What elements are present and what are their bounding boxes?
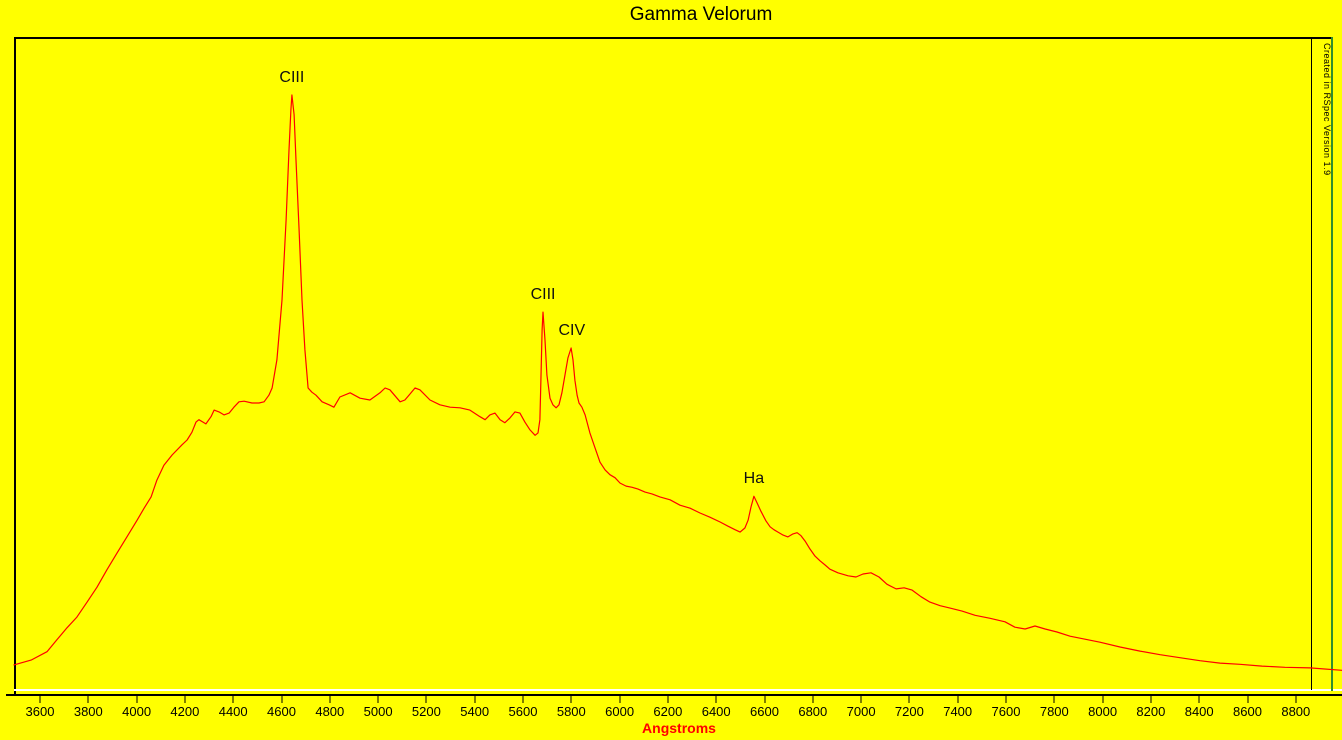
x-tick-mark [1053, 696, 1055, 703]
x-tick-label: 6200 [653, 704, 683, 719]
x-tick-mark [232, 696, 234, 703]
plot-border-right-outer [1331, 37, 1333, 691]
peak-label-civ: CIV [558, 321, 586, 339]
x-tick-mark [87, 696, 89, 703]
peak-label-ha: Ha [743, 470, 765, 488]
x-tick-mark [184, 696, 186, 703]
peak-label-ciii: CIII [530, 286, 556, 304]
x-tick-label: 8800 [1281, 704, 1311, 719]
x-tick-mark [136, 696, 138, 703]
x-tick-mark [1005, 696, 1007, 703]
x-tick-mark [1198, 696, 1200, 703]
x-tick-mark [1150, 696, 1152, 703]
peak-label-ciii: CIII [279, 69, 305, 86]
x-tick-label: 7600 [991, 704, 1021, 719]
x-tick-label: 5600 [508, 704, 538, 719]
x-tick-mark [812, 696, 814, 703]
x-axis-title: Angstroms [642, 720, 716, 736]
x-tick-mark [39, 696, 41, 703]
x-tick-label: 5800 [556, 704, 586, 719]
x-tick-mark [1102, 696, 1104, 703]
x-tick-mark [425, 696, 427, 703]
x-tick-mark [860, 696, 862, 703]
x-tick-label: 4800 [315, 704, 345, 719]
x-tick-mark [764, 696, 765, 703]
x-tick-mark [619, 696, 621, 703]
x-tick-mark [667, 696, 669, 703]
x-tick-label: 7000 [846, 704, 876, 719]
x-tick-mark [522, 696, 524, 703]
x-tick-label: 6800 [798, 704, 828, 719]
x-tick-label: 6000 [605, 704, 635, 719]
x-tick-mark [1247, 696, 1248, 703]
x-tick-label: 5000 [363, 704, 393, 719]
x-tick-mark [908, 696, 910, 703]
x-tick-label: 7800 [1039, 704, 1069, 719]
x-tick-mark [377, 696, 379, 703]
x-tick-label: 4600 [267, 704, 296, 719]
x-tick-label: 4000 [122, 704, 152, 719]
x-tick-label: 3600 [25, 704, 55, 719]
x-tick-mark [1295, 696, 1297, 703]
x-tick-label: 5400 [460, 704, 490, 719]
x-tick-mark [474, 696, 476, 703]
x-axis-line [6, 694, 1342, 696]
x-tick-label: 5200 [411, 704, 441, 719]
plot-border-bottom [14, 689, 1342, 691]
x-tick-label: 8000 [1088, 704, 1118, 719]
x-tick-mark [715, 696, 717, 703]
plot-border-top [14, 37, 1333, 39]
x-tick-mark [329, 696, 331, 703]
x-tick-label: 4400 [218, 704, 248, 719]
x-tick-label: 7200 [894, 704, 924, 719]
x-tick-label: 4200 [170, 704, 200, 719]
x-tick-label: 8200 [1136, 704, 1166, 719]
x-tick-label: 6600 [750, 704, 779, 719]
x-tick-label: 6400 [701, 704, 731, 719]
plot-border-left [14, 37, 16, 695]
watermark-credit: Created in RSpec Version 1.9 [1322, 43, 1332, 176]
x-tick-label: 3800 [73, 704, 103, 719]
plot-border-right-inner [1311, 37, 1312, 690]
x-tick-label: 8400 [1184, 704, 1214, 719]
x-tick-mark [570, 696, 572, 703]
x-tick-label: 7400 [943, 704, 973, 719]
x-tick-mark [281, 696, 282, 703]
spectrum-curve [13, 94, 1342, 671]
x-tick-label: 8600 [1233, 704, 1262, 719]
x-tick-mark [957, 696, 959, 703]
chart-title: Gamma Velorum [629, 4, 773, 25]
